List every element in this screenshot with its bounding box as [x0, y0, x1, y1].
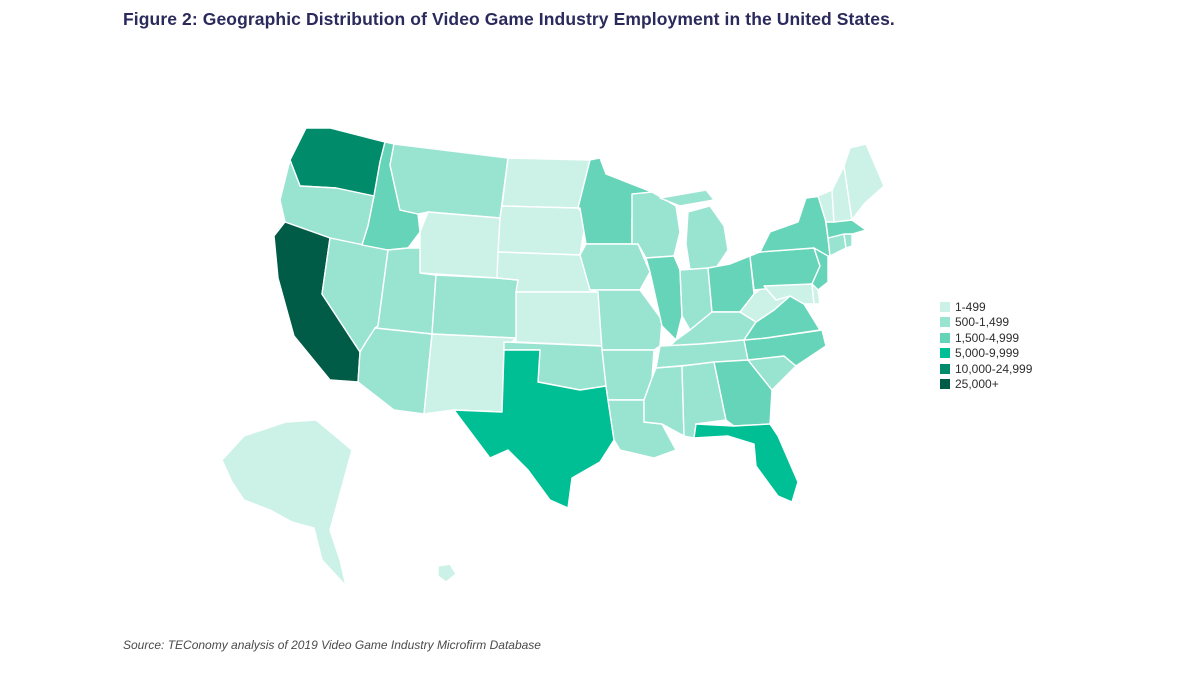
state-alaska[interactable] [221, 419, 353, 587]
legend-item: 500-1,499 [940, 315, 1032, 331]
state-hawaii[interactable] [437, 563, 457, 583]
legend-swatch [940, 379, 950, 390]
state-delaware[interactable] [811, 283, 821, 305]
legend-item: 25,000+ [940, 377, 1032, 393]
state-montana[interactable] [389, 143, 509, 219]
legend-item: 5,000-9,999 [940, 346, 1032, 362]
legend-swatch [940, 301, 950, 312]
state-rhode-island[interactable] [843, 233, 853, 249]
legend-label: 25,000+ [955, 377, 999, 392]
legend-swatch [940, 317, 950, 328]
state-missouri[interactable] [589, 289, 663, 351]
legend-label: 5,000-9,999 [955, 346, 1020, 361]
state-maine[interactable] [843, 143, 885, 221]
state-michigan-up[interactable] [659, 189, 715, 207]
state-colorado[interactable] [431, 274, 519, 339]
legend-label: 1-499 [955, 299, 986, 314]
legend-item: 10,000-24,999 [940, 361, 1032, 377]
legend-swatch [940, 332, 950, 343]
state-texas[interactable] [453, 349, 615, 509]
state-florida[interactable] [693, 423, 799, 503]
legend-label: 1,500-4,999 [955, 330, 1020, 345]
state-wyoming[interactable] [419, 211, 501, 279]
legend-label: 500-1,499 [955, 315, 1010, 330]
legend-item: 1,500-4,999 [940, 330, 1032, 346]
legend-swatch [940, 363, 950, 374]
state-iowa[interactable] [579, 243, 651, 291]
state-illinois[interactable] [645, 255, 683, 341]
state-kansas[interactable] [515, 291, 603, 347]
state-south-dakota[interactable] [497, 205, 587, 256]
state-new-york[interactable] [759, 195, 831, 257]
map-legend: 1-499 500-1,499 1,500-4,999 5,000-9,999 … [940, 299, 1032, 392]
legend-swatch [940, 348, 950, 359]
legend-label: 10,000-24,999 [955, 361, 1033, 376]
state-michigan[interactable] [685, 205, 729, 271]
legend-item: 1-499 [940, 299, 1032, 315]
figure-title: Figure 2: Geographic Distribution of Vid… [123, 9, 895, 29]
state-arizona[interactable] [357, 327, 433, 415]
source-note: Source: TEConomy analysis of 2019 Video … [123, 638, 541, 652]
state-north-dakota[interactable] [501, 157, 591, 209]
